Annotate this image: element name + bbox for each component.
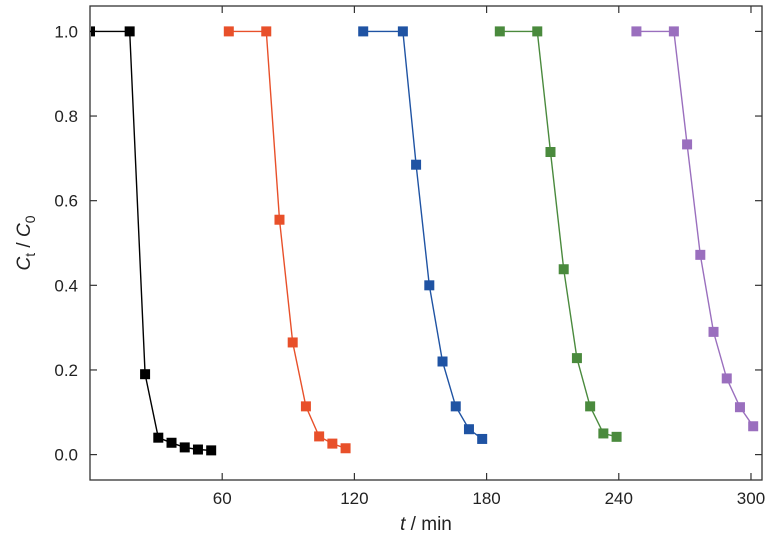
ticks (90, 6, 762, 480)
data-point (140, 369, 151, 380)
x-tick-label: 120 (340, 489, 368, 508)
data-point (153, 432, 164, 443)
data-point (124, 26, 135, 37)
series-line (499, 30, 617, 438)
data-point (631, 26, 642, 37)
data-point (450, 401, 461, 412)
data-point (437, 356, 448, 367)
data-point (463, 424, 474, 435)
data-point (274, 214, 285, 225)
data-point (598, 428, 609, 439)
data-point (358, 26, 369, 37)
y-tick-label: 0.4 (54, 276, 78, 295)
data-point (206, 445, 217, 456)
data-point (411, 159, 422, 170)
data-point (532, 26, 543, 37)
data-point (340, 443, 351, 454)
series-5 (631, 26, 759, 432)
x-tick-label: 240 (605, 489, 633, 508)
y-tick-label: 1.0 (54, 22, 78, 41)
series-layer (90, 26, 759, 456)
data-point (397, 26, 408, 37)
data-point (695, 249, 706, 260)
series-2 (223, 26, 351, 454)
data-point (611, 431, 622, 442)
y-tick-label: 0.6 (54, 192, 78, 211)
series-line (228, 30, 346, 449)
data-point (708, 326, 719, 337)
data-point (287, 337, 298, 348)
series-line (636, 30, 754, 427)
series-line (90, 30, 212, 452)
data-point (327, 438, 338, 449)
data-point (314, 431, 325, 442)
data-point (477, 433, 488, 444)
data-point (682, 139, 693, 150)
data-point (721, 373, 732, 384)
y-tick-label: 0.2 (54, 361, 78, 380)
data-point (424, 280, 435, 291)
x-tick-label: 60 (213, 489, 232, 508)
series-line (363, 30, 483, 440)
data-point (300, 401, 311, 412)
data-point (585, 401, 596, 412)
data-point (261, 26, 272, 37)
y-tick-label: 0.8 (54, 107, 78, 126)
series-1 (90, 26, 217, 456)
data-point (91, 26, 95, 37)
data-point (166, 437, 177, 448)
data-point (223, 26, 234, 37)
tick-labels: 60 120 180 240 300 0.0 0.2 0.4 0.6 0.8 1.0 (54, 22, 765, 508)
data-point (192, 444, 203, 455)
data-point (545, 147, 556, 158)
data-point (734, 402, 745, 413)
data-point (748, 421, 759, 432)
x-tick-label: 300 (737, 489, 765, 508)
data-point (558, 264, 569, 275)
data-point (179, 442, 190, 453)
series-4 (494, 26, 622, 442)
y-axis-label: Ct / C0 (14, 215, 38, 270)
x-axis-label: t / min (400, 514, 452, 535)
data-point (668, 26, 679, 37)
data-point (571, 353, 582, 364)
x-tick-label: 180 (472, 489, 500, 508)
series-3 (358, 26, 488, 444)
y-tick-label: 0.0 (54, 446, 78, 465)
plot-frame (89, 5, 763, 481)
data-point (494, 26, 505, 37)
